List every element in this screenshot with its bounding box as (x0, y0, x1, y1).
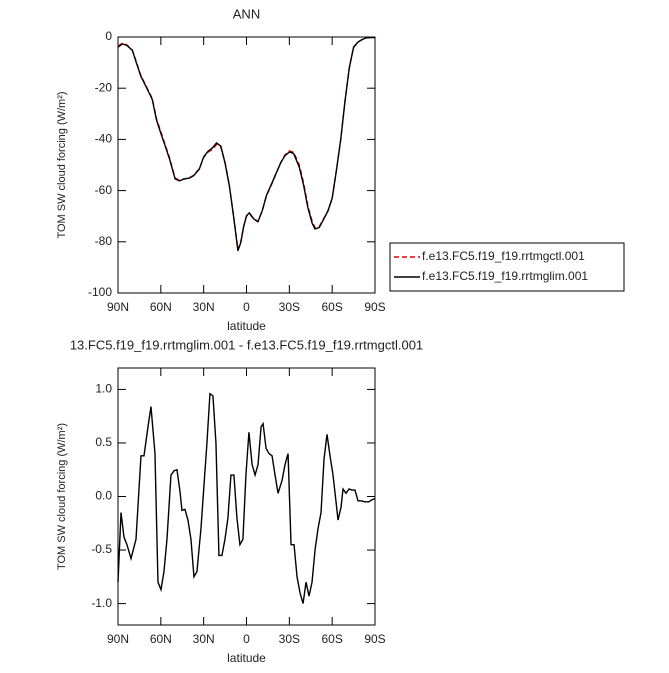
x-tick-label: 90S (364, 300, 385, 314)
x-tick-label: 60N (150, 300, 172, 314)
y-tick-label: 1.0 (95, 382, 112, 396)
series-line (117, 36, 375, 251)
chart-title: 13.FC5.f19_f19.rrtmglim.001 - f.e13.FC5.… (70, 337, 423, 352)
series-line (117, 392, 376, 604)
y-axis-label: TOM SW cloud forcing (W/m²) (56, 91, 68, 238)
x-tick-label: 30N (193, 632, 215, 646)
chart-title: ANN (233, 6, 260, 21)
x-tick-label: 30N (193, 300, 215, 314)
y-tick-label: 0 (105, 29, 112, 43)
legend-box (389, 242, 625, 292)
x-tick-label: 60S (321, 300, 342, 314)
y-tick-label: 0.0 (95, 489, 112, 503)
y-tick-label: 0.5 (95, 435, 112, 449)
y-tick-label: -80 (95, 234, 113, 248)
x-tick-label: 30S (279, 632, 300, 646)
y-tick-label: -20 (95, 80, 113, 94)
x-tick-label: 60S (321, 632, 342, 646)
x-axis-label: latitude (227, 651, 266, 665)
x-tick-label: 0 (243, 300, 250, 314)
plot-frame (117, 36, 376, 294)
y-axis-label: TOM SW cloud forcing (W/m²) (56, 423, 68, 570)
x-tick-label: 90N (107, 632, 129, 646)
x-tick-label: 90N (107, 300, 129, 314)
x-tick-label: 0 (243, 632, 250, 646)
x-tick-label: 30S (279, 300, 300, 314)
y-tick-label: -60 (95, 183, 113, 197)
legend-label: f.e13.FC5.f19_f19.rrtmglim.001 (422, 269, 588, 283)
x-axis-label: latitude (227, 319, 266, 333)
y-tick-label: -40 (95, 132, 113, 146)
x-tick-label: 60N (150, 632, 172, 646)
legend-label: f.e13.FC5.f19_f19.rrtmgctl.001 (422, 249, 585, 263)
x-tick-label: 90S (364, 632, 385, 646)
y-tick-label: -100 (88, 285, 112, 299)
y-tick-label: -1.0 (91, 596, 112, 610)
y-tick-label: -0.5 (91, 542, 112, 556)
